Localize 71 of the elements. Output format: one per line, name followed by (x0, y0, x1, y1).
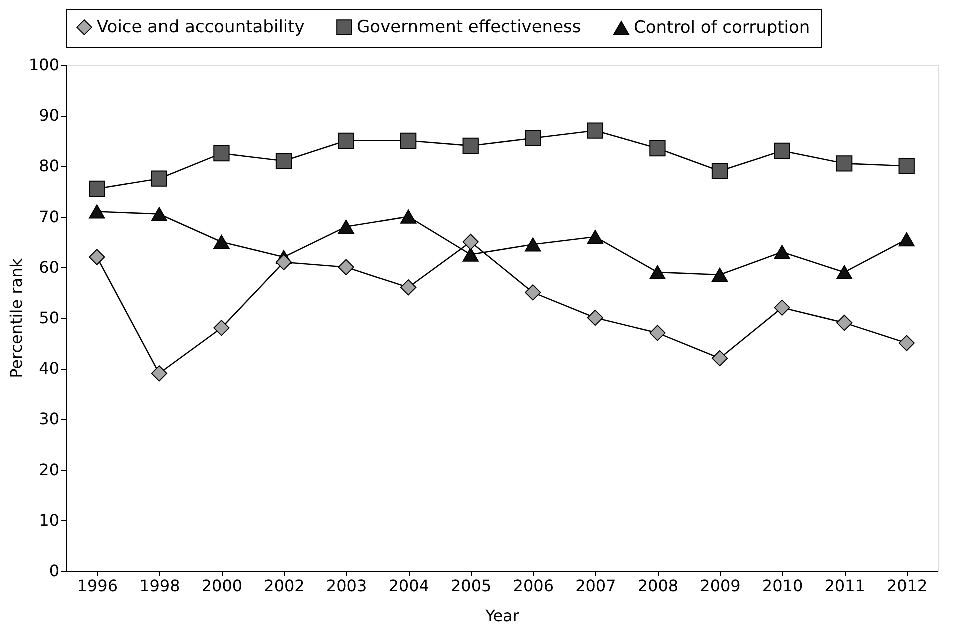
point (462, 248, 479, 262)
x-tick-label: 2003 (326, 576, 368, 596)
point (898, 335, 915, 352)
point (712, 350, 728, 367)
y-axis-title: Percentile rank (6, 258, 26, 378)
point (276, 153, 292, 170)
point (338, 132, 354, 149)
point (650, 325, 666, 342)
y-tick-label: 20 (39, 460, 60, 480)
y-tick-label: 80 (39, 156, 60, 176)
x-tick-label: 2005 (451, 576, 492, 596)
x-tick-label: 2010 (762, 576, 804, 596)
x-tick-label: 1998 (140, 576, 180, 596)
x-tick-label: 2006 (513, 576, 554, 596)
x-tick-label: 2011 (824, 576, 866, 596)
point (836, 314, 853, 332)
point (650, 140, 666, 157)
point (587, 230, 604, 244)
point (400, 210, 417, 224)
y-tick-label: 40 (39, 359, 60, 378)
legend-label: Government effectiveness (357, 18, 582, 38)
point (712, 268, 728, 282)
point (836, 265, 853, 280)
point (276, 254, 292, 270)
point (712, 163, 728, 180)
point (89, 180, 106, 198)
point (525, 284, 542, 301)
y-tick-label: 60 (39, 258, 60, 277)
legend-label: Voice and accountability (97, 18, 305, 38)
point (214, 320, 230, 336)
point (774, 300, 790, 316)
point (587, 122, 604, 139)
y-tick-label: 90 (39, 106, 60, 126)
y-tick-label: 50 (39, 308, 60, 328)
point (774, 142, 790, 160)
x-tick-label: 2000 (202, 576, 243, 596)
point (462, 138, 479, 154)
point (89, 249, 106, 266)
point (650, 265, 666, 280)
x-tick-label: 2002 (264, 576, 305, 596)
y-tick-label: 30 (39, 410, 60, 429)
point (338, 259, 354, 276)
x-tick-label: 1996 (77, 576, 118, 596)
point (898, 232, 915, 247)
point (400, 280, 417, 296)
x-tick-label: 2007 (576, 576, 616, 596)
legend-label: Control of corruption (634, 18, 810, 38)
point (525, 130, 542, 146)
point (587, 310, 604, 326)
point (214, 145, 230, 162)
point (898, 158, 915, 174)
y-tick-label: 100 (28, 56, 60, 74)
x-tick-label: 2012 (887, 576, 928, 596)
point (338, 220, 354, 234)
point (89, 204, 106, 219)
point (151, 207, 168, 222)
point (400, 132, 417, 149)
point (151, 170, 168, 187)
point (151, 366, 168, 382)
point (525, 238, 542, 252)
x-tick-label: 2009 (700, 576, 741, 596)
x-axis-title: Year (484, 606, 520, 626)
point (836, 156, 853, 172)
point (214, 235, 230, 250)
y-tick-label: 10 (39, 510, 60, 530)
point (774, 245, 790, 260)
y-tick-label: 0 (49, 562, 60, 580)
y-tick-label: 70 (39, 207, 60, 226)
x-tick-label: 2004 (388, 576, 430, 596)
point (462, 234, 479, 250)
x-tick-label: 2008 (638, 576, 679, 596)
